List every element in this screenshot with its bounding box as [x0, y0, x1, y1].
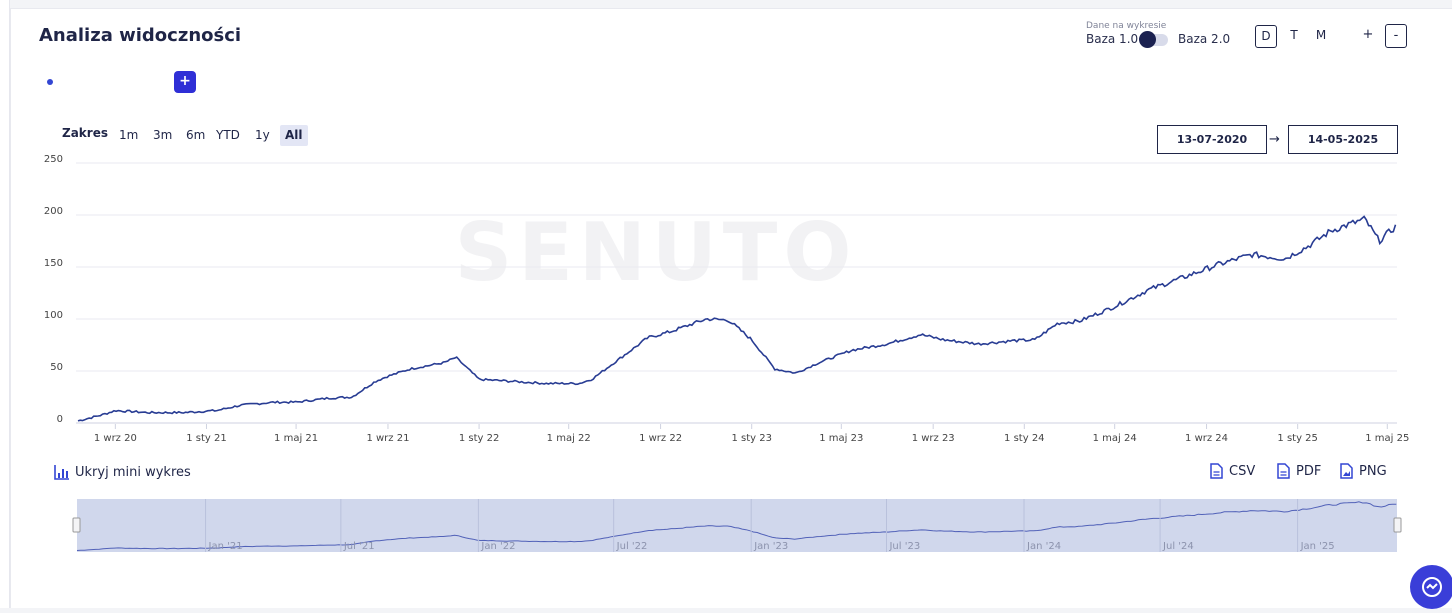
navigator-tick-label: Jan '22: [480, 541, 515, 552]
navigator-left-handle[interactable]: [72, 517, 81, 533]
navigator-right-handle[interactable]: [1393, 517, 1402, 533]
data-source-label: Dane na wykresie: [1086, 21, 1167, 31]
mini-chart-icon: [54, 465, 69, 480]
hide-mini-chart-button[interactable]: Ukryj mini wykres: [53, 463, 191, 481]
image-file-icon: [1340, 463, 1353, 479]
range-ytd-button[interactable]: YTD: [216, 128, 240, 142]
series-dot: [47, 79, 53, 85]
navigator-tick-label: Jul '24: [1162, 541, 1194, 552]
y-tick-label: 50: [50, 362, 63, 373]
visibility-series-line: [77, 215, 1397, 422]
x-tick-label: 1 sty 25: [1277, 433, 1318, 444]
range-1y-button[interactable]: 1y: [255, 128, 270, 142]
x-tick-label: 1 wrz 21: [366, 433, 409, 444]
navigator-tick-label: Jan '21: [208, 541, 243, 552]
x-tick-label: 1 maj 24: [1093, 433, 1137, 444]
x-tick-label: 1 maj 25: [1365, 433, 1409, 444]
chat-icon: [1422, 577, 1442, 597]
range-3m-button[interactable]: 3m: [153, 128, 173, 142]
period-m-button[interactable]: M: [1315, 28, 1327, 42]
y-tick-label: 100: [44, 310, 63, 321]
period-d-button[interactable]: D: [1255, 25, 1277, 48]
export-csv-button[interactable]: CSV: [1210, 463, 1255, 479]
x-tick-label: 1 maj 21: [274, 433, 318, 444]
y-tick-label: 0: [57, 414, 63, 425]
x-tick-label: 1 wrz 23: [912, 433, 955, 444]
senuto-watermark: SENUTO: [455, 206, 858, 299]
x-tick-label: 1 sty 21: [186, 433, 227, 444]
chat-button[interactable]: [1410, 565, 1452, 609]
csv-label: CSV: [1229, 463, 1256, 479]
x-tick-label: 1 sty 23: [731, 433, 772, 444]
navigator[interactable]: Jan '21 Jul '21 Jan '22 Jul '22 Jan '23 Jul '…: [72, 499, 1402, 552]
range-label: Zakres: [62, 126, 108, 140]
period-t-button[interactable]: T: [1290, 28, 1298, 42]
navigator-tick-label: Jul '22: [616, 541, 648, 552]
navigator-tick-label: Jul '21: [343, 541, 375, 552]
baza2-label[interactable]: Baza 2.0: [1178, 32, 1231, 46]
left-edge: [0, 0, 10, 608]
base-toggle-knob[interactable]: [1139, 31, 1156, 48]
add-domain-button[interactable]: +: [174, 71, 196, 93]
end-date-input[interactable]: 14-05-2025: [1288, 125, 1398, 154]
date-arrow: →: [1269, 132, 1280, 147]
x-tick-label: 1 wrz 24: [1185, 433, 1228, 444]
range-all-button[interactable]: All: [280, 125, 308, 146]
range-1m-button[interactable]: 1m: [119, 128, 139, 142]
zoom-in-button[interactable]: +: [1362, 27, 1374, 42]
navigator-tick-label: Jan '23: [753, 541, 788, 552]
x-tick-label: 1 wrz 20: [94, 433, 137, 444]
navigator-tick-label: Jan '24: [1026, 541, 1061, 552]
x-tick-label: 1 maj 23: [819, 433, 863, 444]
navigator-series-line: [76, 501, 1397, 551]
start-date-input[interactable]: 13-07-2020: [1157, 125, 1267, 154]
export-png-button[interactable]: PNG: [1340, 463, 1387, 479]
y-tick-label: 250: [44, 154, 63, 165]
y-tick-label: 200: [44, 206, 63, 217]
baza1-label[interactable]: Baza 1.0: [1086, 32, 1139, 46]
file-icon: [1277, 463, 1290, 479]
y-tick-label: 150: [44, 258, 63, 269]
png-label: PNG: [1359, 463, 1387, 479]
file-icon: [1210, 463, 1223, 479]
zoom-out-button[interactable]: -: [1385, 24, 1407, 48]
pdf-label: PDF: [1296, 463, 1322, 479]
page-title: Analiza widoczności: [39, 25, 242, 46]
x-tick-label: 1 sty 24: [1004, 433, 1045, 444]
export-pdf-button[interactable]: PDF: [1277, 463, 1321, 479]
navigator-tick-label: Jul '23: [888, 541, 920, 552]
navigator-tick-label: Jan '25: [1300, 541, 1335, 552]
navigator-selection[interactable]: [77, 499, 1397, 552]
x-tick-label: 1 maj 22: [547, 433, 591, 444]
x-tick-label: 1 wrz 22: [639, 433, 682, 444]
range-6m-button[interactable]: 6m: [186, 128, 206, 142]
x-tick-label: 1 sty 22: [459, 433, 500, 444]
hide-mini-chart-label: Ukryj mini wykres: [75, 464, 191, 480]
